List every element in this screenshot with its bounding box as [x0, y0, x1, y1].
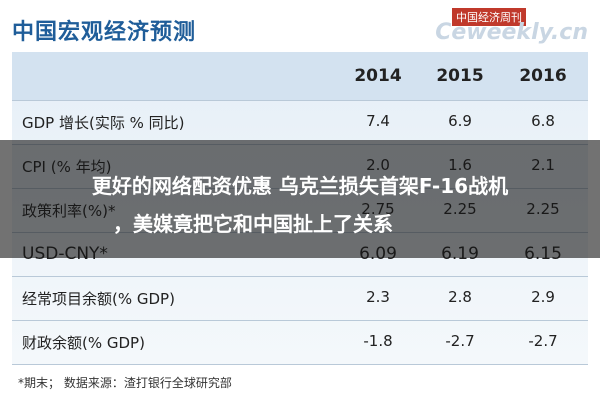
footnote: *期末； 数据来源：渣打银行全球研究部 — [18, 376, 232, 390]
cell-value: 6.9 — [448, 112, 472, 130]
row-label: 经常项目余额(% GDP) — [22, 290, 175, 308]
row-separator — [12, 100, 588, 101]
year-header: 2016 — [519, 66, 567, 86]
cell-value: -2.7 — [445, 332, 475, 350]
cell-value: 7.4 — [366, 112, 390, 130]
watermark: Ceweekly.cn — [435, 20, 588, 45]
headline: 更好的网络配资优惠 乌克兰损失首架F-16战机 — [91, 174, 509, 198]
cell-value: 2.8 — [448, 288, 472, 306]
row-label: 财政余额(% GDP) — [22, 334, 145, 352]
headline: ，美媒竟把它和中国扯上了关系 — [113, 212, 393, 236]
watermark: 中国经济周刊 — [452, 8, 526, 26]
cell-value: 2.3 — [366, 288, 390, 306]
cell-value: -2.7 — [528, 332, 558, 350]
table-header — [12, 52, 588, 100]
cell-value: 6.8 — [531, 112, 555, 130]
row-separator — [12, 276, 588, 277]
row-label: GDP 增长(实际 % 同比) — [22, 114, 185, 132]
row-separator — [12, 320, 588, 321]
row-separator — [12, 364, 588, 365]
title: 中国宏观经济预测 — [12, 20, 197, 45]
year-header: 2014 — [354, 66, 402, 86]
headline-banner — [0, 140, 600, 258]
cell-value: 2.9 — [531, 288, 555, 306]
year-header: 2015 — [436, 66, 484, 86]
cell-value: -1.8 — [363, 332, 393, 350]
